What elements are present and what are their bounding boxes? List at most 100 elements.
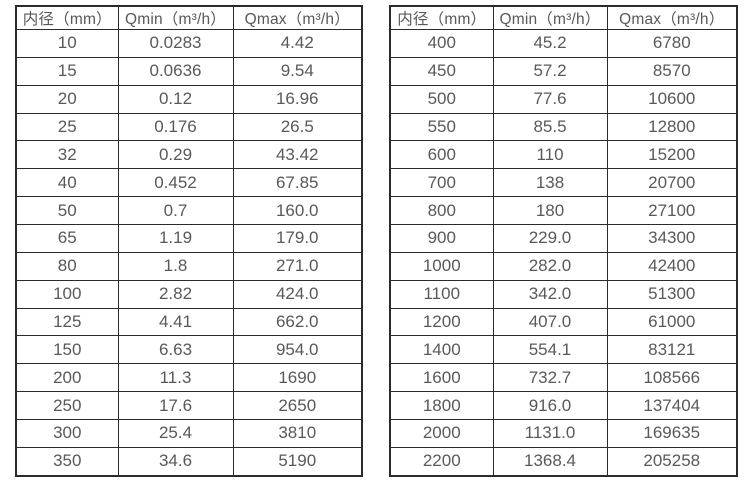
column-header: Qmax（m³/h） (606, 5, 738, 30)
table-cell: 2000 (389, 419, 494, 448)
table-cell: 11.3 (117, 363, 234, 393)
table-cell: 1200 (389, 307, 494, 337)
table-cell: 43.42 (232, 140, 363, 170)
table-cell: 0.0636 (117, 56, 234, 86)
table-cell: 25 (15, 112, 119, 142)
table-cell: 77.6 (492, 84, 608, 114)
table-cell: 1.19 (117, 224, 234, 253)
table-cell: 424.0 (232, 279, 363, 309)
table-cell: 450 (389, 56, 494, 86)
table-cell: 150 (15, 335, 119, 365)
table-row: 700 138 20700 (389, 168, 738, 198)
table-cell: 900 (389, 224, 494, 253)
table-cell: 27100 (606, 196, 738, 226)
table-row: 32 0.29 43.42 (15, 140, 363, 170)
table-cell: 0.12 (117, 84, 234, 114)
table-cell: 205258 (606, 446, 738, 477)
table-cell: 500 (389, 84, 494, 114)
table-cell: 5190 (232, 446, 363, 477)
table-cell: 800 (389, 196, 494, 226)
table-row: 1600 732.7 108566 (389, 363, 738, 393)
table-cell: 271.0 (232, 251, 363, 281)
table-cell: 1000 (389, 251, 494, 281)
table-cell: 1800 (389, 391, 494, 421)
table-cell: 732.7 (492, 363, 608, 393)
table-cell: 17.6 (117, 391, 234, 421)
table-cell: 954.0 (232, 335, 363, 365)
table-row: 250 17.6 2650 (15, 391, 363, 421)
table-cell: 1100 (389, 279, 494, 309)
table-cell: 12800 (606, 112, 738, 142)
table-row: 50 0.7 160.0 (15, 196, 363, 226)
table-row: 40 0.452 67.85 (15, 168, 363, 198)
table-cell: 1690 (232, 363, 363, 393)
table-cell: 20700 (606, 168, 738, 198)
column-header: 内径（mm） (15, 5, 119, 30)
table-cell: 16.96 (232, 84, 363, 114)
table-cell: 662.0 (232, 307, 363, 337)
table-cell: 8570 (606, 56, 738, 86)
table-cell: 34300 (606, 224, 738, 253)
table-row: 400 45.2 6780 (389, 29, 738, 58)
table-cell: 916.0 (492, 391, 608, 421)
table-cell: 125 (15, 307, 119, 337)
table-cell: 0.176 (117, 112, 234, 142)
table-cell: 25.4 (117, 419, 234, 448)
table-row: 1100 342.0 51300 (389, 279, 738, 309)
header-row: 内径（mm） Qmin（m³/h） Qmax（m³/h） (389, 5, 738, 30)
table-row: 1200 407.0 61000 (389, 307, 738, 337)
table-row: 10 0.0283 4.42 (15, 29, 363, 58)
column-header: Qmin（m³/h） (117, 5, 234, 30)
table-cell: 85.5 (492, 112, 608, 142)
table-cell: 342.0 (492, 279, 608, 309)
flow-table-large-diameters: 内径（mm） Qmin（m³/h） Qmax（m³/h） 400 45.2 6780 45… (389, 5, 738, 477)
table-cell: 550 (389, 112, 494, 142)
table-cell: 1600 (389, 363, 494, 393)
column-header: Qmax（m³/h） (232, 5, 363, 30)
table-row: 125 4.41 662.0 (15, 307, 363, 337)
table-cell: 110 (492, 140, 608, 170)
table-cell: 1368.4 (492, 446, 608, 477)
table-cell: 350 (15, 446, 119, 477)
table-row: 65 1.19 179.0 (15, 224, 363, 253)
table-row: 150 6.63 954.0 (15, 335, 363, 365)
table-cell: 0.29 (117, 140, 234, 170)
table-row: 500 77.6 10600 (389, 84, 738, 114)
table-cell: 57.2 (492, 56, 608, 86)
table-cell: 108566 (606, 363, 738, 393)
table-cell: 2.82 (117, 279, 234, 309)
table-cell: 160.0 (232, 196, 363, 226)
table-cell: 0.7 (117, 196, 234, 226)
table-cell: 407.0 (492, 307, 608, 337)
table-row: 2200 1368.4 205258 (389, 446, 738, 477)
table-cell: 700 (389, 168, 494, 198)
table-cell: 42400 (606, 251, 738, 281)
table-row: 100 2.82 424.0 (15, 279, 363, 309)
table-body: 10 0.0283 4.42 15 0.0636 9.54 20 0.12 16.96 25 0.1… (15, 29, 363, 477)
table-row: 800 180 27100 (389, 196, 738, 226)
table-cell: 50 (15, 196, 119, 226)
table-row: 550 85.5 12800 (389, 112, 738, 142)
table-cell: 229.0 (492, 224, 608, 253)
table-cell: 61000 (606, 307, 738, 337)
table-cell: 0.452 (117, 168, 234, 198)
table-row: 20 0.12 16.96 (15, 84, 363, 114)
table-cell: 138 (492, 168, 608, 198)
table-cell: 26.5 (232, 112, 363, 142)
table-row: 900 229.0 34300 (389, 224, 738, 253)
table-cell: 600 (389, 140, 494, 170)
table-cell: 32 (15, 140, 119, 170)
table-cell: 179.0 (232, 224, 363, 253)
table-cell: 6780 (606, 29, 738, 58)
table-cell: 67.85 (232, 168, 363, 198)
table-row: 25 0.176 26.5 (15, 112, 363, 142)
table-row: 2000 1131.0 169635 (389, 419, 738, 448)
table-row: 1400 554.1 83121 (389, 335, 738, 365)
table-cell: 10 (15, 29, 119, 58)
table-cell: 2200 (389, 446, 494, 477)
table-cell: 2650 (232, 391, 363, 421)
table-row: 350 34.6 5190 (15, 446, 363, 477)
table-cell: 180 (492, 196, 608, 226)
column-header: 内径（mm） (389, 5, 494, 30)
